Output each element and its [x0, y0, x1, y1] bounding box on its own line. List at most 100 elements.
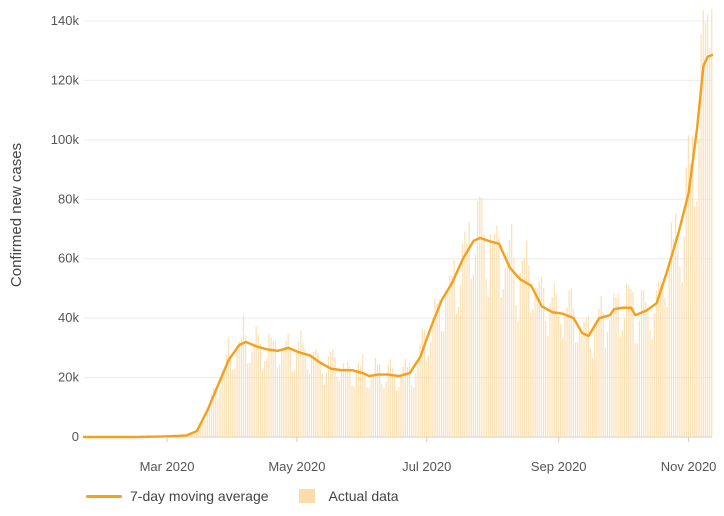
actual-data-bar: [687, 135, 690, 437]
actual-data-bar: [417, 361, 419, 437]
actual-data-bar: [293, 370, 296, 437]
actual-data-bar: [313, 352, 315, 437]
actual-data-bar: [208, 404, 211, 437]
x-tick-label: Mar 2020: [140, 459, 195, 474]
actual-data-bar: [442, 331, 445, 437]
actual-data-bar: [508, 240, 511, 437]
actual-data-bar: [525, 240, 528, 437]
actual-data-bar: [572, 308, 575, 437]
y-axis-label: Confirmed new cases: [8, 143, 25, 287]
actual-data-bar: [464, 231, 466, 437]
actual-data-bar: [623, 318, 626, 437]
actual-data-bar: [438, 299, 440, 437]
actual-data-bar: [445, 290, 447, 437]
legend-item-moving-average[interactable]: 7-day moving average: [86, 488, 269, 504]
actual-data-bar: [425, 362, 428, 437]
actual-data-bar: [504, 267, 506, 437]
actual-data-bar: [523, 258, 526, 437]
actual-data-bar: [432, 317, 434, 437]
actual-data-bar: [608, 319, 611, 437]
actual-data-bar: [536, 288, 538, 437]
actual-data-bar: [221, 371, 223, 437]
actual-data-bar: [447, 288, 449, 437]
actual-data-bar: [249, 362, 251, 437]
actual-data-bar: [410, 385, 413, 437]
actual-data-bar: [674, 213, 677, 437]
actual-data-bar: [317, 352, 319, 437]
actual-data-bar: [647, 309, 649, 437]
actual-data-bar: [434, 298, 436, 437]
x-tick-label: Sep 2020: [531, 459, 587, 474]
actual-data-bar: [489, 233, 492, 437]
actual-data-bar: [428, 355, 430, 437]
actual-data-bar: [517, 321, 519, 437]
actual-data-bar: [709, 47, 711, 438]
actual-data-bar: [657, 281, 660, 437]
actual-data-bar: [496, 225, 498, 437]
actual-data-bar: [553, 283, 555, 437]
actual-data-bar: [261, 370, 264, 437]
actual-data-bar: [359, 366, 362, 437]
actual-data-bar: [560, 324, 562, 437]
actual-data-bar: [330, 352, 332, 437]
actual-data-bar: [353, 386, 355, 437]
actual-data-bar: [457, 306, 460, 437]
actual-data-bar: [502, 289, 504, 437]
actual-data-bar: [621, 329, 624, 437]
actual-data-bar: [421, 328, 423, 437]
actual-data-bar: [355, 371, 357, 437]
actual-data-bar: [381, 384, 383, 437]
legend-item-actual-data[interactable]: Actual data: [298, 488, 399, 504]
x-tick-label: Nov 2020: [661, 459, 717, 474]
y-tick-label: 140k: [51, 13, 80, 28]
actual-data-bar: [542, 288, 545, 437]
actual-data-bar: [387, 364, 389, 437]
actual-data-bar: [547, 335, 549, 437]
y-tick-label: 60k: [58, 251, 79, 266]
actual-data-bar: [604, 347, 606, 437]
actual-data-bar: [408, 362, 411, 437]
actual-data-bar: [419, 343, 421, 437]
actual-data-bar: [334, 356, 336, 437]
actual-data-bar: [587, 316, 589, 437]
actual-data-bar: [264, 361, 266, 437]
actual-data-bar: [459, 284, 462, 437]
actual-data-bar: [338, 381, 340, 437]
actual-data-bar: [366, 387, 368, 437]
actual-data-bar: [310, 354, 313, 437]
actual-data-bar: [540, 277, 543, 437]
actual-data-bar: [323, 384, 325, 437]
actual-data-bar: [555, 293, 558, 437]
actual-data-bar: [195, 429, 198, 437]
actual-data-bar: [521, 260, 523, 437]
actual-data-bar: [321, 373, 323, 437]
actual-data-bar: [611, 314, 613, 437]
actual-data-bar: [570, 288, 572, 437]
actual-data-bar: [634, 343, 636, 437]
actual-data-bar: [279, 364, 281, 437]
actual-data-bar: [391, 368, 394, 437]
actual-data-bar: [651, 339, 653, 437]
actual-data-bar: [630, 289, 632, 437]
actual-data-bar: [289, 350, 291, 437]
actual-data-bar: [336, 376, 338, 437]
moving-average-swatch: [86, 494, 122, 498]
actual-data-bar: [315, 349, 317, 437]
actual-data-bar: [349, 366, 351, 437]
actual-data-bar: [193, 431, 196, 437]
actual-data-bar: [393, 377, 396, 437]
actual-data-bar: [500, 296, 502, 437]
actual-data-bar: [462, 243, 464, 437]
actual-data-bar: [672, 239, 675, 437]
actual-data-bar: [702, 10, 704, 437]
actual-data-bar: [589, 347, 592, 437]
actual-data-bar: [666, 307, 668, 437]
actual-data-bar: [400, 375, 402, 437]
actual-data-bar: [217, 398, 219, 437]
actual-data-bar: [581, 334, 583, 437]
actual-data-bar: [219, 387, 221, 437]
actual-data-swatch: [298, 489, 315, 503]
actual-data-bar: [476, 200, 479, 437]
actual-data-bar: [304, 348, 306, 437]
